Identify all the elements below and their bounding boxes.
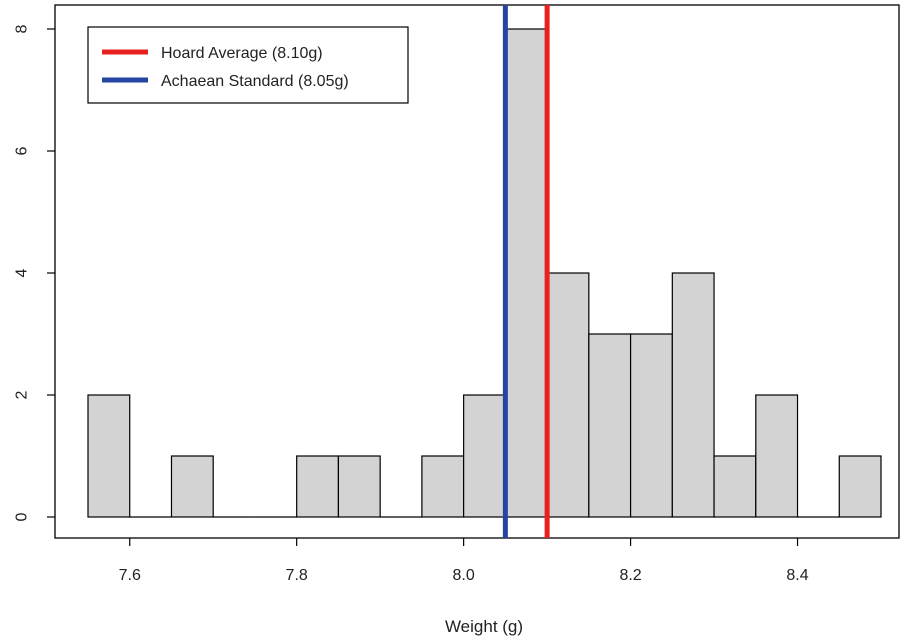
y-tick-label: 2 (14, 390, 31, 399)
x-axis: 7.6 7.8 8.0 8.2 8.4 (119, 538, 809, 584)
histogram-bar (588, 333, 632, 518)
histogram-bar (629, 333, 673, 518)
x-axis-title: Weight (g) (445, 617, 523, 636)
reference-lines (502, 5, 550, 538)
x-tick-label: 7.8 (286, 567, 308, 584)
histogram-bar (671, 272, 715, 518)
histogram-bar (504, 28, 548, 518)
histogram-bar (296, 455, 340, 518)
x-tick-label: 8.4 (786, 567, 808, 584)
histogram-bar (87, 394, 131, 518)
plot-frame (54, 4, 900, 539)
legend-label: Hoard Average (8.10g) (161, 45, 323, 62)
histogram-bar (421, 455, 465, 518)
histogram-bar (546, 272, 590, 518)
histogram-bar (838, 455, 882, 518)
histogram-bars (87, 28, 882, 518)
x-tick-label: 8.0 (453, 567, 475, 584)
y-tick-label: 8 (14, 24, 31, 33)
histogram-bar (170, 455, 214, 518)
histogram-bar (463, 394, 506, 518)
x-tick-label: 7.6 (119, 567, 141, 584)
y-tick-label: 4 (14, 268, 31, 277)
x-tick-label: 8.2 (619, 567, 641, 584)
histogram-bar (713, 455, 757, 518)
legend-label: Achaean Standard (8.05g) (161, 73, 349, 90)
legend: Hoard Average (8.10g) Achaean Standard (8… (87, 26, 409, 104)
y-axis: 0 2 4 6 8 (14, 24, 55, 521)
legend-box (87, 26, 409, 104)
histogram-bar (337, 455, 381, 518)
histogram-bar (755, 394, 799, 518)
y-tick-label: 6 (14, 146, 31, 155)
y-tick-label: 0 (14, 512, 31, 521)
